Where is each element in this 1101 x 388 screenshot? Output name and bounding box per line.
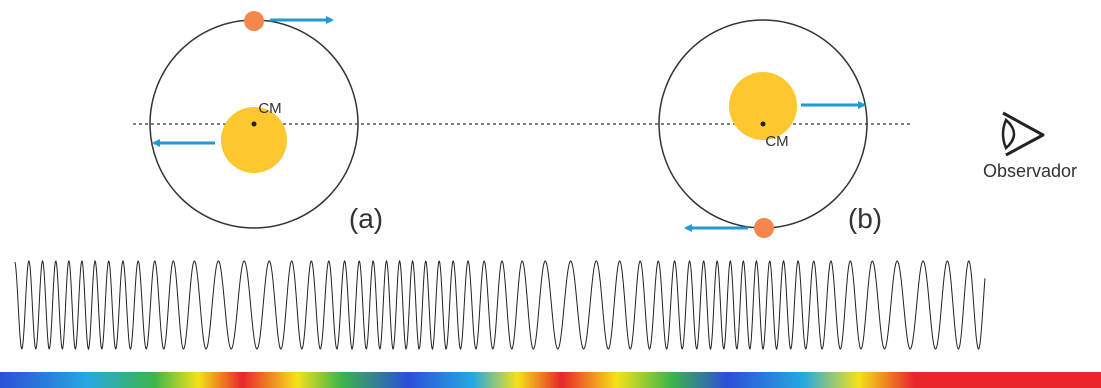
panel-label: (b) <box>848 203 882 234</box>
spectrum-bar <box>0 372 1101 388</box>
observer: Observador <box>983 113 1077 181</box>
eye-icon <box>1003 113 1043 155</box>
planet <box>754 218 774 238</box>
star <box>729 72 797 140</box>
doppler-diagram: CM (a) CM (b) Observador <box>0 0 1101 388</box>
eye-pupil <box>1003 120 1014 148</box>
planet <box>244 11 264 31</box>
cm-label: CM <box>258 100 281 117</box>
center-of-mass <box>761 122 766 127</box>
wave <box>15 261 985 349</box>
page: {"panel_a": {"cm_label": "CM", "label": … <box>0 0 1101 388</box>
panel-b: CM (b) <box>659 20 882 238</box>
panel-a: CM (a) <box>150 11 383 234</box>
observer-label: Observador <box>983 161 1077 181</box>
panel-label: (a) <box>349 203 383 234</box>
center-of-mass <box>252 122 257 127</box>
cm-label: CM <box>765 133 788 150</box>
